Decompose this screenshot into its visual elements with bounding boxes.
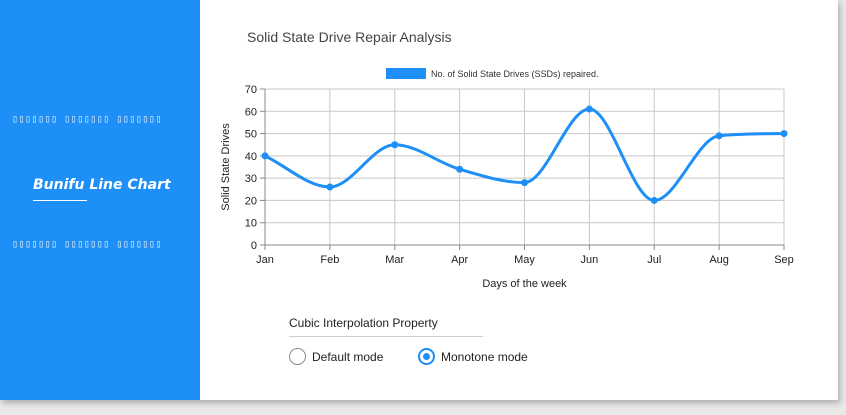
radio-monotone-label: Monotone mode xyxy=(441,349,528,364)
series-line xyxy=(264,107,785,202)
radio-default-label: Default mode xyxy=(312,349,384,364)
chart-axes: 0 10 20 30 40 50 60 70 Jan Feb Mar Apr May Jun Jul Aug S… xyxy=(245,84,794,266)
data-point xyxy=(780,130,788,138)
data-point xyxy=(715,132,723,140)
interpolation-section-label: Cubic Interpolation Property xyxy=(289,316,438,330)
y-tick-label: 10 xyxy=(245,218,257,230)
y-tick-label: 60 xyxy=(245,106,257,118)
chart-axis-labels: Days of the week Solid State Drives xyxy=(220,123,567,290)
data-point xyxy=(650,196,658,204)
radio-circle-selected-icon[interactable] xyxy=(418,348,435,365)
y-axis-title: Solid State Drives xyxy=(220,123,232,211)
radio-circle-icon[interactable] xyxy=(289,348,306,365)
chart-title: Solid State Drive Repair Analysis xyxy=(247,29,452,45)
x-tick-label: Feb xyxy=(320,254,339,266)
x-tick-label: Jan xyxy=(256,254,274,266)
radio-default-mode[interactable]: Default mode xyxy=(289,348,383,365)
radio-monotone-mode[interactable]: Monotone mode xyxy=(418,348,528,365)
chart-grid xyxy=(264,88,785,246)
chart-series xyxy=(261,105,788,204)
x-tick-label: May xyxy=(514,254,535,266)
y-tick-label: 20 xyxy=(245,195,257,207)
y-tick-label: 50 xyxy=(245,129,257,141)
x-tick-label: Apr xyxy=(451,254,468,266)
y-tick-label: 40 xyxy=(245,151,257,163)
data-point xyxy=(585,105,593,113)
x-tick-label: Sep xyxy=(774,254,794,266)
x-tick-label: Aug xyxy=(709,254,729,266)
interpolation-divider xyxy=(289,336,483,337)
data-point xyxy=(456,165,464,173)
sidebar-title-underline xyxy=(33,200,87,201)
y-tick-label: 70 xyxy=(245,84,257,96)
sidebar: ▯▯▯▯▯▯▯ ▯▯▯▯▯▯▯ ▯▯▯▯▯▯▯ Bunifu Line Char… xyxy=(0,0,200,400)
x-tick-label: Jun xyxy=(581,254,599,266)
app-window: ▯▯▯▯▯▯▯ ▯▯▯▯▯▯▯ ▯▯▯▯▯▯▯ Bunifu Line Char… xyxy=(0,0,838,400)
sidebar-placeholder-text-top: ▯▯▯▯▯▯▯ ▯▯▯▯▯▯▯ ▯▯▯▯▯▯▯ xyxy=(12,114,162,125)
line-chart: 0 10 20 30 40 50 60 70 Jan Feb Mar Apr May Jun Jul Aug S… xyxy=(220,68,794,290)
x-tick-label: Jul xyxy=(647,254,661,266)
legend-swatch xyxy=(386,68,426,79)
y-tick-label: 30 xyxy=(245,173,257,185)
sidebar-placeholder-text-bottom: ▯▯▯▯▯▯▯ ▯▯▯▯▯▯▯ ▯▯▯▯▯▯▯ xyxy=(12,239,162,250)
y-tick-label: 0 xyxy=(251,240,257,252)
sidebar-title: Bunifu Line Chart xyxy=(33,177,171,193)
chart-legend: No. of Solid State Drives (SSDs) repaire… xyxy=(386,68,599,79)
data-point xyxy=(391,141,399,149)
data-point xyxy=(521,179,528,187)
legend-label: No. of Solid State Drives (SSDs) repaire… xyxy=(431,69,599,79)
data-point xyxy=(261,152,269,160)
data-point xyxy=(326,183,334,191)
x-axis-title: Days of the week xyxy=(482,278,567,290)
x-tick-label: Mar xyxy=(385,254,404,266)
